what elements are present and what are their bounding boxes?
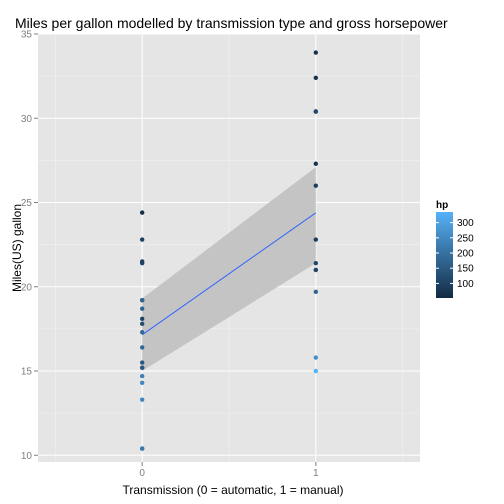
- x-tick-label: 0: [139, 468, 145, 479]
- data-point: [139, 345, 145, 350]
- data-point: [313, 183, 319, 188]
- data-point: [139, 321, 145, 327]
- data-point: [139, 330, 145, 335]
- data-point: [139, 259, 145, 264]
- data-point: [139, 237, 145, 242]
- legend-label: 150: [457, 264, 474, 275]
- y-tick-label: 10: [21, 451, 33, 462]
- y-tick-label: 25: [21, 198, 33, 209]
- data-point: [313, 109, 319, 114]
- chart-title: Miles per gallon modelled by transmissio…: [15, 15, 448, 31]
- data-point: [313, 368, 319, 374]
- data-point: [313, 75, 319, 81]
- data-point: [313, 355, 319, 360]
- data-point: [313, 289, 319, 295]
- y-tick-label: 35: [21, 30, 33, 41]
- legend-colorbar: [436, 212, 453, 298]
- data-point: [313, 161, 319, 166]
- legend-ticks: 100 150 200 250 300: [436, 218, 474, 290]
- data-point: [313, 237, 319, 242]
- y-axis: 10 15 20 25 30 35: [21, 30, 38, 462]
- data-point: [139, 446, 145, 451]
- x-tick-label: 1: [313, 468, 319, 479]
- legend-label: 300: [457, 218, 474, 229]
- data-point: [139, 316, 145, 321]
- data-point: [139, 210, 145, 215]
- data-point: [139, 365, 145, 370]
- points-layer: [139, 50, 319, 451]
- data-point: [139, 380, 145, 386]
- confidence-band: [142, 167, 316, 372]
- data-point: [139, 373, 145, 379]
- y-axis-title: Miles(US) gallon: [10, 204, 24, 292]
- fit-line: [141, 212, 317, 336]
- confidence-band-layer: [141, 167, 317, 372]
- legend: hp 100 150 200 250 300: [436, 200, 474, 298]
- data-point: [139, 397, 145, 402]
- data-point: [313, 50, 319, 55]
- data-point: [139, 298, 145, 303]
- data-point: [313, 267, 319, 273]
- y-tick-label: 30: [21, 114, 33, 125]
- legend-label: 250: [457, 233, 474, 244]
- x-axis-title: Transmission (0 = automatic, 1 = manual): [123, 483, 344, 497]
- y-tick-label: 20: [21, 282, 33, 293]
- data-point: [139, 306, 145, 311]
- y-tick-label: 15: [21, 367, 33, 378]
- data-point: [313, 260, 319, 266]
- legend-label: 200: [457, 249, 474, 260]
- data-point: [139, 360, 145, 365]
- legend-title: hp: [436, 200, 448, 211]
- legend-label: 100: [457, 279, 474, 290]
